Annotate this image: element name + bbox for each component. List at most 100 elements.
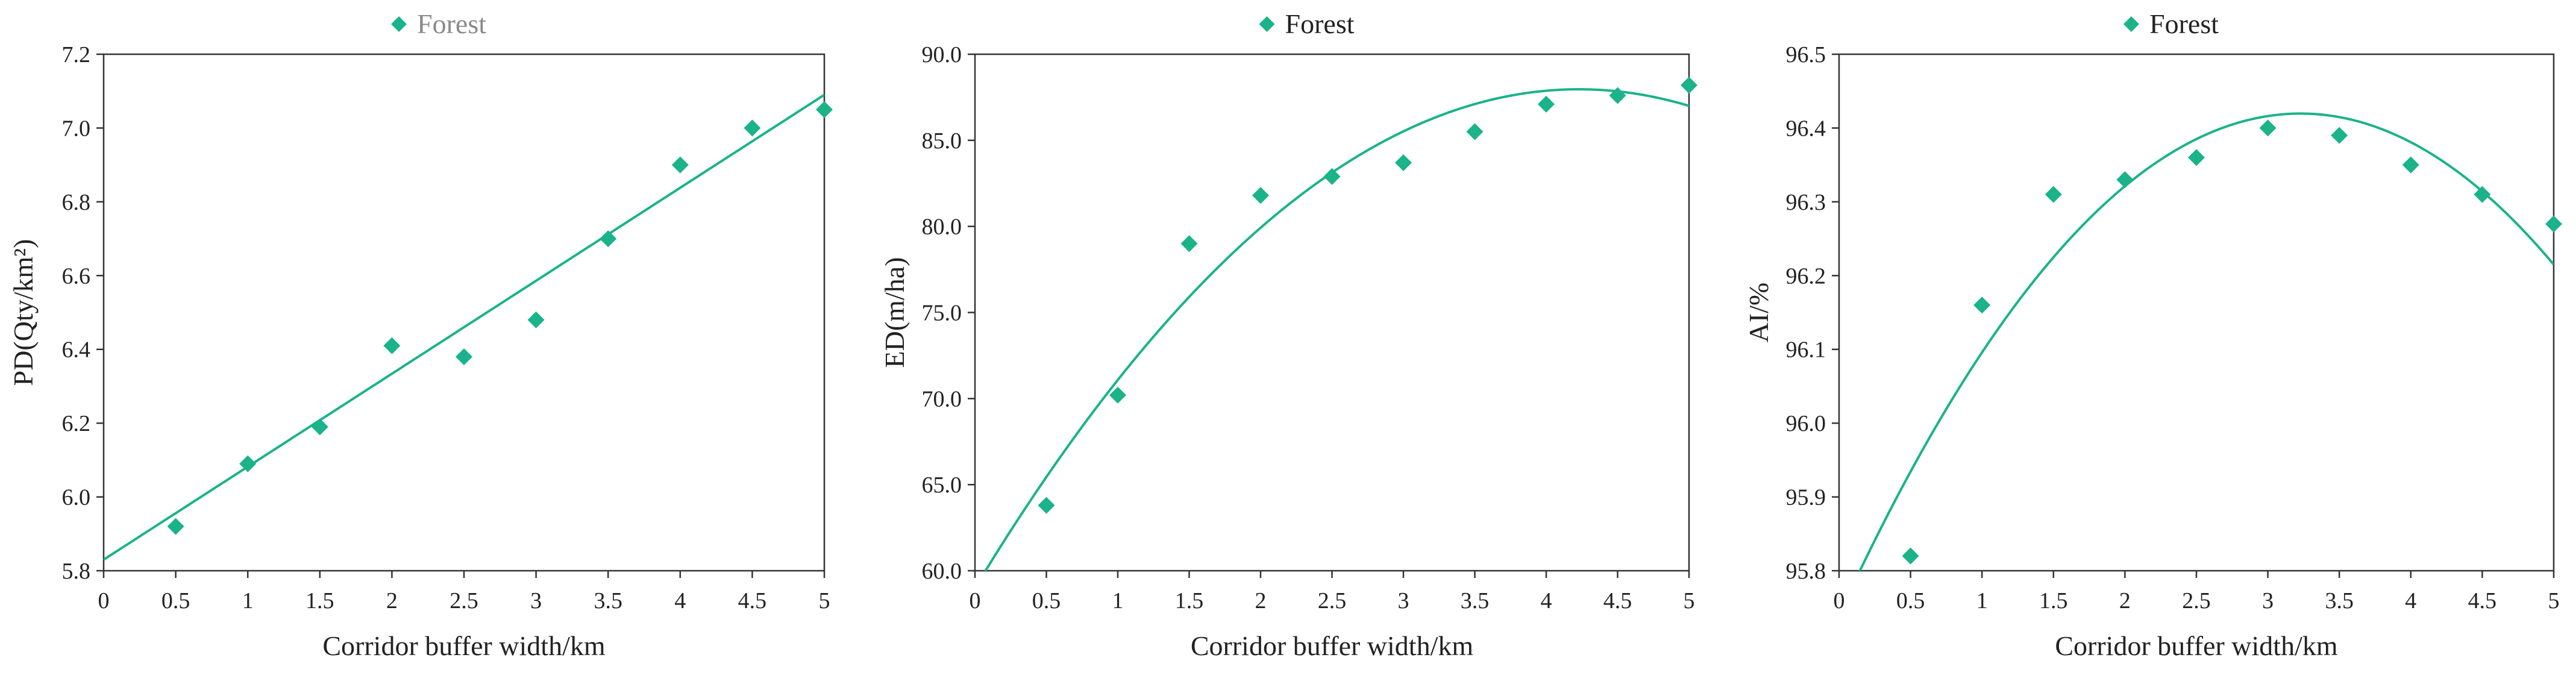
x-tick-label: 4 xyxy=(674,588,686,614)
x-tick-label: 4.5 xyxy=(738,588,767,614)
y-tick-label: 60.0 xyxy=(922,559,962,584)
data-point xyxy=(1973,297,1991,314)
x-tick-label: 0.5 xyxy=(1032,588,1061,614)
x-tick-label: 1 xyxy=(1976,588,1988,614)
data-point xyxy=(1252,187,1269,204)
x-tick-label: 5 xyxy=(819,588,830,614)
trendline xyxy=(1858,112,2554,571)
y-tick-label: 96.0 xyxy=(1786,411,1826,436)
trendline xyxy=(984,88,1689,571)
legend: Forest xyxy=(2123,8,2219,39)
y-tick-label: 5.8 xyxy=(62,559,91,584)
x-tick-label: 4 xyxy=(1541,588,1552,614)
legend-marker xyxy=(391,16,407,32)
data-point xyxy=(1902,547,1919,565)
trendline xyxy=(104,93,824,561)
x-tick-label: 1.5 xyxy=(2039,588,2068,614)
chart-panel-3: 0 0.5 1 1.5 2 2.5 3 3.5 4 4.5 5 95.8 95.9 96.0 96.1 96.… xyxy=(1743,8,2562,661)
y-tick-label: 95.9 xyxy=(1786,485,1826,510)
x-tick-label: 4 xyxy=(2405,588,2416,614)
y-tick-label: 6.8 xyxy=(62,190,91,215)
data-point xyxy=(600,230,617,248)
x-tick-label: 2.5 xyxy=(450,588,478,614)
legend-label: Forest xyxy=(1285,8,1355,39)
data-point xyxy=(1038,497,1055,514)
y-tick-label: 96.1 xyxy=(1786,338,1826,363)
x-tick-label: 2 xyxy=(1255,588,1267,614)
legend-marker xyxy=(1259,16,1275,32)
x-tick-label: 3.5 xyxy=(594,588,622,614)
y-tick-label: 6.0 xyxy=(62,485,91,510)
data-point xyxy=(816,101,833,118)
y-tick-label: 90.0 xyxy=(922,42,962,68)
data-point xyxy=(2331,127,2348,144)
x-tick-label: 5 xyxy=(1684,588,1695,614)
y-tick-label: 70.0 xyxy=(922,386,962,412)
legend-label: Forest xyxy=(2149,8,2219,39)
data-point xyxy=(671,156,689,174)
y-tick-label: 96.3 xyxy=(1786,190,1826,215)
x-tick-label: 1 xyxy=(1112,588,1124,614)
chart-panel-1: 0 0.5 1 1.5 2 2.5 3 3.5 4 4.5 5 5.8 6.0 6.2 6.4 6.6 6.8 7… xyxy=(8,8,833,661)
x-axis-title: Corridor buffer width/km xyxy=(322,630,606,661)
data-point xyxy=(1681,77,1697,94)
x-tick-label: 3.5 xyxy=(2325,588,2354,614)
data-point xyxy=(1609,87,1626,104)
x-tick-label: 4.5 xyxy=(2468,588,2497,614)
x-tick-label: 2 xyxy=(386,588,398,614)
x-tick-label: 0.5 xyxy=(161,588,190,614)
data-point xyxy=(2545,215,2562,233)
y-tick-label: 6.6 xyxy=(62,263,91,289)
x-tick-label: 3.5 xyxy=(1461,588,1490,614)
x-tick-label: 3 xyxy=(1398,588,1409,614)
x-tick-label: 1 xyxy=(242,588,254,614)
data-point xyxy=(2188,149,2205,166)
x-tick-label: 0 xyxy=(970,588,981,614)
x-tick-label: 3 xyxy=(2262,588,2274,614)
data-point xyxy=(383,337,401,354)
x-tick-label: 3 xyxy=(530,588,542,614)
legend: Forest xyxy=(1259,8,1355,39)
x-tick-label: 1.5 xyxy=(1175,588,1204,614)
x-tick-label: 5 xyxy=(2548,588,2560,614)
y-axis-title: PD(Qty/km²) xyxy=(8,239,39,386)
data-point xyxy=(239,455,257,472)
y-tick-label: 7.2 xyxy=(62,42,91,68)
y-tick-label: 7.0 xyxy=(62,116,91,141)
y-tick-label: 95.8 xyxy=(1786,559,1826,584)
x-axis-title: Corridor buffer width/km xyxy=(1191,630,1474,661)
y-axis-title: ED(m/ha) xyxy=(879,257,910,368)
y-tick-label: 75.0 xyxy=(922,301,962,326)
data-point xyxy=(167,518,184,535)
data-point xyxy=(2474,186,2491,203)
data-point xyxy=(1395,154,1412,171)
x-tick-label: 0.5 xyxy=(1896,588,1925,614)
x-tick-label: 2 xyxy=(2119,588,2131,614)
y-tick-label: 96.2 xyxy=(1786,263,1826,289)
legend-marker xyxy=(2123,16,2139,32)
y-tick-label: 96.4 xyxy=(1786,116,1826,141)
x-tick-label: 2.5 xyxy=(1318,588,1347,614)
y-tick-label: 65.0 xyxy=(922,472,962,498)
plot-frame xyxy=(1838,53,2555,572)
data-point xyxy=(744,119,761,137)
chart-panel-2: 0 0.5 1 1.5 2 2.5 3 3.5 4 4.5 5 60.0 65.0 70.0 75.0 80.… xyxy=(879,8,1697,661)
legend-label: Forest xyxy=(417,8,486,39)
y-tick-label: 6.4 xyxy=(62,338,91,363)
data-point xyxy=(311,418,328,436)
x-axis-title: Corridor buffer width/km xyxy=(2055,630,2338,661)
x-tick-label: 0 xyxy=(98,588,110,614)
data-point xyxy=(1466,123,1484,140)
x-tick-label: 4.5 xyxy=(1603,588,1632,614)
x-tick-label: 2.5 xyxy=(2182,588,2211,614)
legend: Forest xyxy=(391,8,486,39)
data-point xyxy=(1180,235,1198,253)
y-tick-label: 85.0 xyxy=(922,128,962,154)
data-point xyxy=(2402,156,2419,174)
data-point xyxy=(1323,168,1341,185)
data-point xyxy=(1109,386,1126,404)
data-point xyxy=(527,311,545,328)
data-point xyxy=(2045,186,2062,203)
data-point xyxy=(1538,95,1555,113)
